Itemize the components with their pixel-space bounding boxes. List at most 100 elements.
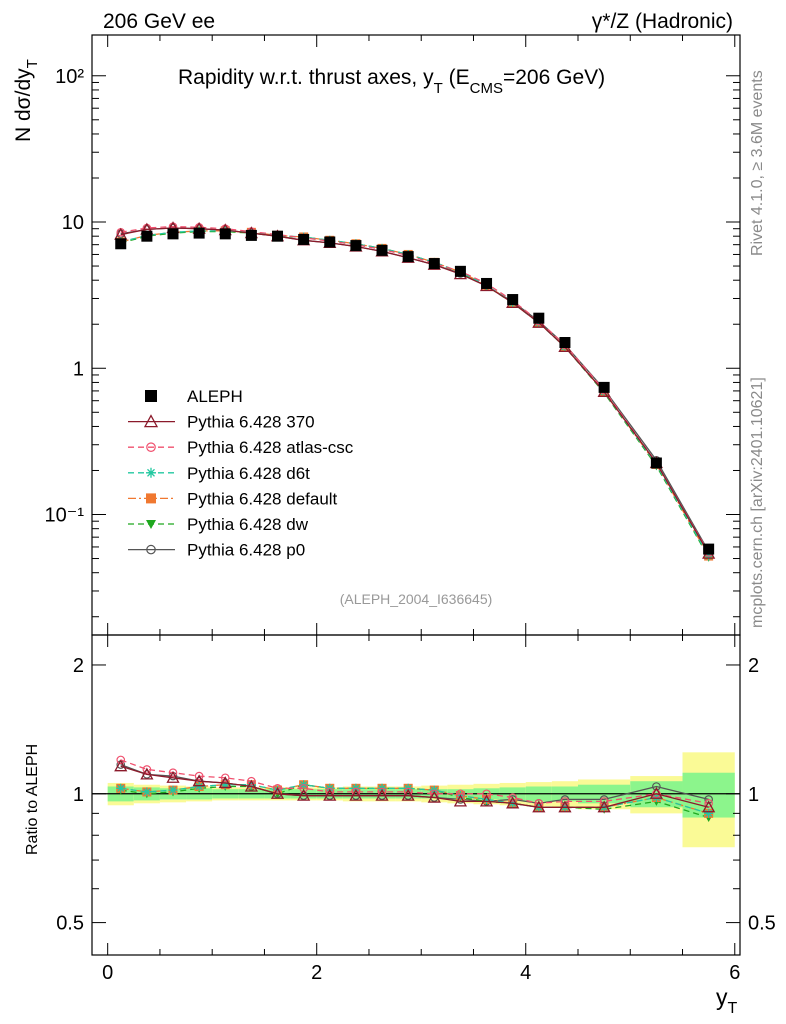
ratio-point-p370 <box>244 779 258 792</box>
legend-label: Pythia 6.428 dw <box>187 515 309 534</box>
ratio-point-p370 <box>297 788 311 801</box>
y-tick-label: 10⁻¹ <box>45 505 85 527</box>
main-ylabel-sub: T <box>24 59 41 68</box>
ratio-line-p370 <box>120 765 709 808</box>
y-tick-label-right: 0.5 <box>748 913 776 935</box>
main-title-sub1: T <box>434 80 443 97</box>
legend-marker <box>146 467 156 478</box>
legend-label: Pythia 6.428 atlas-csc <box>187 438 354 457</box>
main-panel: 10⁻¹ 1 10 10² Rapidity w.r.t. thrust axes, … <box>12 34 741 636</box>
ratio-point-d6t <box>194 781 204 791</box>
legend-label: Pythia 6.428 default <box>187 489 338 508</box>
legend-label: ALEPH <box>187 387 243 406</box>
main-title-end: =206 GeV) <box>503 66 605 89</box>
legend-entry-d6t: Pythia 6.428 d6t <box>128 464 310 483</box>
main-title: Rapidity w.r.t. thrust axes, yT (ECMS=20… <box>178 66 605 97</box>
data-point-aleph <box>167 228 179 240</box>
ratio-point-p370 <box>558 800 572 813</box>
data-point-aleph <box>298 233 310 245</box>
ratio-point-d6t <box>482 794 492 804</box>
ratio-point-atlas_csc <box>142 765 152 774</box>
ratio-point-atlas_csc <box>456 789 465 799</box>
rivet-label: Rivet 4.1.0, ≥ 3.6M events <box>749 70 766 256</box>
legend-marker <box>143 414 159 428</box>
header-left-label: 206 GeV ee <box>103 10 215 33</box>
ratio-axes: 0 2 4 6 0.5 0.5 1 1 2 2 <box>56 635 776 984</box>
data-point-aleph <box>350 240 362 252</box>
ratio-point-d6t <box>168 785 178 795</box>
ratio-ylabel: Ratio to ALEPH <box>24 744 41 855</box>
legend-marker <box>146 520 156 529</box>
main-ylabel-text: N dσ/dy <box>12 68 35 142</box>
y-tick-label: 1 <box>73 784 84 806</box>
xlabel-text: y <box>716 984 728 1010</box>
ratio-point-d6t <box>273 785 283 795</box>
data-point-aleph <box>703 543 715 555</box>
ratio-point-p370 <box>349 788 363 801</box>
ratio-point-d6t <box>704 808 714 818</box>
data-point-aleph <box>193 227 205 239</box>
ratio-point-p370 <box>192 774 206 787</box>
ratio-point-atlas_csc <box>168 768 178 778</box>
mcplots-label: mcplots.cern.ch [arXiv:2401.10621] <box>749 377 766 628</box>
ratio-point-atlas_csc <box>116 755 126 765</box>
data-point-aleph <box>481 277 493 289</box>
ratio-point-p370 <box>427 790 441 803</box>
series-aleph <box>115 227 715 555</box>
legend-marker <box>146 493 156 504</box>
data-point-aleph <box>507 294 519 306</box>
x-tick-label: 4 <box>520 962 531 984</box>
data-point-aleph <box>428 258 440 270</box>
data-point-aleph <box>533 312 545 324</box>
main-title-sub2: CMS <box>470 80 503 97</box>
watermark: (ALEPH_2004_I636645) <box>340 591 493 607</box>
legend-label: Pythia 6.428 p0 <box>187 541 305 560</box>
legend: ALEPH Pythia 6.428 370 Pythia 6.428 atlas-… <box>128 387 354 560</box>
ratio-point-atlas_csc <box>508 793 517 802</box>
header-right-label: γ*/Z (Hadronic) <box>592 10 733 33</box>
main-title-mid: (E <box>443 66 470 89</box>
ratio-point-atlas_csc <box>247 776 256 786</box>
legend-marker <box>145 390 157 402</box>
y-tick-label-right: 1 <box>748 784 759 806</box>
ratio-point-atlas_csc <box>299 783 308 793</box>
ratio-plot-area <box>92 752 740 848</box>
xlabel: yT <box>716 984 738 1017</box>
legend-label: Pythia 6.428 370 <box>187 413 315 432</box>
data-point-aleph <box>272 230 284 242</box>
ratio-panel: 0 2 4 6 0.5 0.5 1 1 2 2 Ratio to ALEPH yT <box>24 634 776 1017</box>
main-axes: 10⁻¹ 1 10 10² <box>45 35 740 635</box>
ratio-point-d6t <box>220 780 230 790</box>
x-tick-label: 2 <box>311 962 322 984</box>
main-title-text: Rapidity w.r.t. thrust axes, y <box>178 66 434 89</box>
y-tick-label-right: 2 <box>748 655 759 677</box>
ratio-point-p370 <box>702 800 716 813</box>
ratio-series-p370 <box>114 759 716 813</box>
data-point-aleph <box>650 457 662 469</box>
ratio-point-atlas_csc <box>599 797 609 806</box>
y-tick-label: 2 <box>73 655 84 677</box>
ratio-point-p370 <box>114 759 128 772</box>
ratio-point-atlas_csc <box>560 797 570 806</box>
ratio-point-p370 <box>649 786 663 799</box>
ratio-point-atlas_csc <box>194 771 204 781</box>
data-point-aleph <box>245 229 257 241</box>
ratio-point-atlas_csc <box>220 773 230 783</box>
data-point-aleph <box>115 238 127 250</box>
ratio-point-p370 <box>375 788 389 801</box>
legend-entry-atlas_csc: Pythia 6.428 atlas-csc <box>128 438 354 457</box>
data-point-aleph <box>559 337 571 349</box>
y-tick-label: 10 <box>62 212 84 234</box>
y-tick-label: 0.5 <box>56 913 84 935</box>
main-plot-area <box>114 221 716 562</box>
legend-entry-p0: Pythia 6.428 p0 <box>128 541 305 560</box>
legend-entry-default: Pythia 6.428 default <box>128 489 338 508</box>
data-point-aleph <box>454 265 466 277</box>
y-tick-label: 1 <box>73 358 84 380</box>
data-point-aleph <box>402 251 414 263</box>
data-point-aleph <box>141 230 153 242</box>
legend-label: Pythia 6.428 d6t <box>187 464 310 483</box>
ratio-panel-frame <box>91 634 741 956</box>
ratio-point-p370 <box>453 794 468 807</box>
